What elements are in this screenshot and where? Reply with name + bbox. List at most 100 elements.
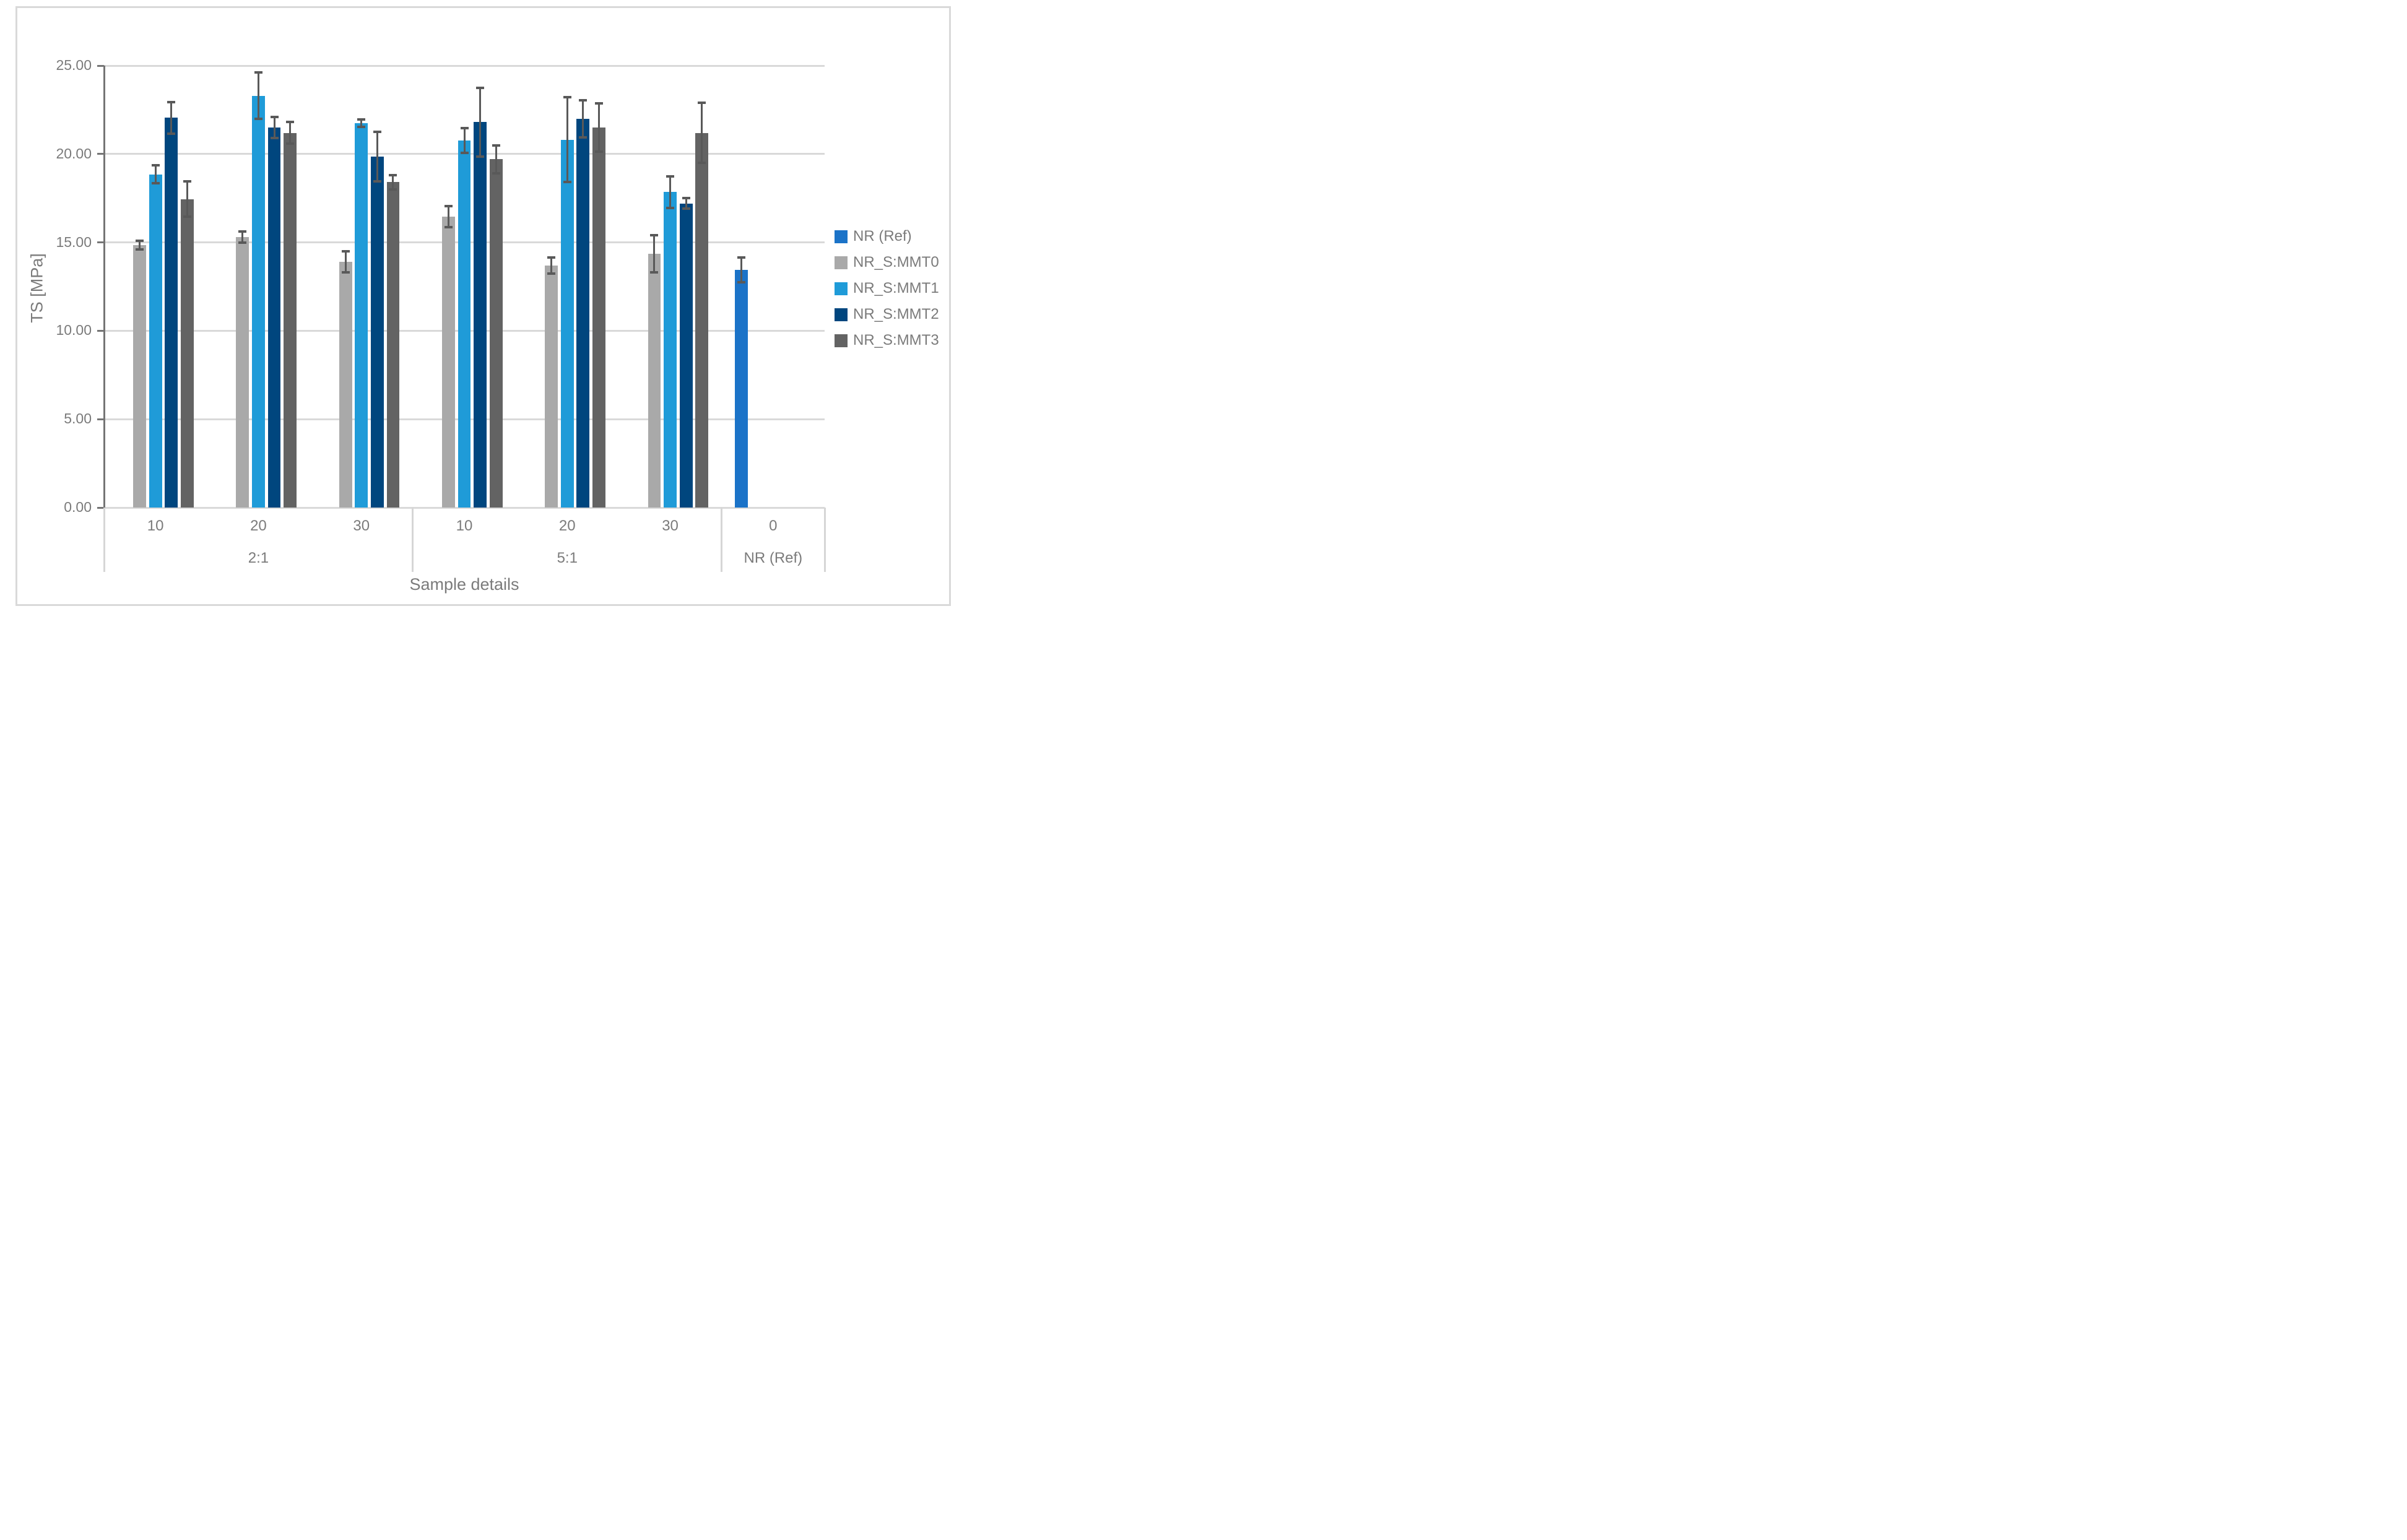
error-bar-2:1-30-NR_S:MMT2 (376, 132, 378, 182)
error-bar-cap-bottom (238, 241, 247, 244)
x-tick-label-loading: 20 (558, 517, 576, 534)
error-bar-cap-top (444, 205, 453, 208)
legend-label: NR_S:MMT1 (853, 280, 939, 296)
bar-2:1-20-NR_S:MMT0 (236, 237, 249, 508)
error-bar-cap-top (476, 86, 485, 89)
error-bar-2:1-20-NR_S:MMT1 (257, 72, 259, 119)
y-tick-label: 20.00 (56, 145, 92, 162)
y-axis-line (103, 66, 105, 509)
error-bar-2:1-10-NR_S:MMT0 (139, 240, 141, 249)
bar-5:1-10-NR_S:MMT0 (442, 217, 455, 508)
x-tick-label-loading: 0 (769, 517, 778, 534)
error-bar-2:1-10-NR_S:MMT1 (154, 165, 157, 183)
legend-item-NR_S:MMT1: NR_S:MMT1 (835, 275, 939, 301)
error-bar-cap-top (183, 180, 191, 183)
error-bar-cap-top (547, 256, 556, 259)
legend-item-NR (Ref): NR (Ref) (835, 223, 939, 249)
error-bar-cap-bottom (389, 188, 397, 191)
bar-5:1-20-NR_S:MMT1 (560, 139, 574, 508)
error-bar-cap-bottom (579, 136, 588, 139)
axis-group-separator (103, 508, 105, 572)
error-bar-cap-bottom (357, 125, 366, 128)
error-bar-5:1-10-NR_S:MMT1 (463, 128, 466, 154)
legend-label: NR_S:MMT2 (853, 306, 939, 322)
error-bar-2:1-20-NR_S:MMT3 (289, 122, 292, 144)
error-bar-5:1-10-NR_S:MMT0 (447, 206, 449, 228)
y-tick-label: 0.00 (64, 499, 92, 515)
error-bar-cap-top (737, 256, 746, 259)
error-bar-cap-bottom (183, 215, 191, 218)
y-tick-25.00 (97, 64, 104, 67)
error-bar-cap-bottom (698, 162, 706, 165)
error-bar-cap-top (594, 102, 603, 105)
y-tick-20.00 (97, 153, 104, 155)
error-bar-cap-bottom (737, 280, 746, 283)
error-bar-cap-top (238, 230, 247, 233)
legend-label: NR (Ref) (853, 228, 912, 244)
error-bar-5:1-10-NR_S:MMT3 (495, 145, 497, 174)
error-bar-5:1-30-NR_S:MMT0 (653, 235, 656, 273)
legend-item-NR_S:MMT3: NR_S:MMT3 (835, 327, 939, 353)
x-group-label: 5:1 (557, 550, 578, 566)
bar-2:1-10-NR_S:MMT3 (180, 199, 194, 508)
bar-2:1-30-NR_S:MMT1 (355, 123, 368, 508)
bar-2:1-10-NR_S:MMT1 (149, 174, 162, 508)
bar-2:1-30-NR_S:MMT2 (370, 157, 384, 508)
error-bar-cap-top (460, 127, 469, 130)
bar-2:1-10-NR_S:MMT0 (133, 244, 146, 508)
error-bar-2:1-30-NR_S:MMT0 (344, 251, 347, 273)
error-bar-cap-top (389, 174, 397, 177)
error-bar-cap-bottom (547, 272, 556, 275)
error-bar-2:1-30-NR_S:MMT3 (392, 175, 394, 189)
error-bar-cap-bottom (341, 271, 350, 274)
error-bar-2:1-20-NR_S:MMT2 (273, 116, 275, 139)
bar-5:1-30-NR_S:MMT3 (695, 132, 709, 508)
legend: NR (Ref) NR_S:MMT0 NR_S:MMT1 NR_S:MMT2 NR_S:… (835, 223, 939, 353)
error-bar-5:1-20-NR_S:MMT1 (566, 97, 568, 183)
bar-2:1-20-NR_S:MMT1 (252, 95, 265, 508)
legend-label: NR_S:MMT0 (853, 254, 939, 270)
error-bar-cap-top (579, 98, 588, 102)
error-bar-cap-bottom (460, 152, 469, 155)
error-bar-cap-top (682, 197, 690, 200)
error-bar-cap-bottom (136, 248, 144, 251)
legend-swatch-icon (835, 282, 848, 295)
y-tick-15.00 (97, 241, 104, 244)
error-bar-5:1-20-NR_S:MMT2 (582, 100, 584, 137)
x-group-label: NR (Ref) (744, 550, 803, 566)
error-bar-cap-bottom (373, 180, 381, 183)
error-bar-5:1-20-NR_S:MMT0 (550, 257, 553, 274)
error-bar-cap-bottom (270, 137, 279, 140)
error-bar-cap-top (286, 121, 295, 124)
y-tick-label: 10.00 (56, 322, 92, 339)
x-tick-label-loading: 30 (662, 517, 679, 534)
error-bar-cap-bottom (666, 206, 675, 209)
legend-swatch-icon (835, 256, 848, 269)
error-bar-cap-top (698, 101, 706, 104)
y-axis-title: TS [MPa] (27, 253, 46, 323)
legend-swatch-icon (835, 230, 848, 243)
x-tick-label-loading: 30 (353, 517, 370, 534)
bar-5:1-20-NR_S:MMT0 (545, 265, 558, 508)
bar-5:1-30-NR_S:MMT1 (664, 192, 677, 508)
error-bar-5:1-20-NR_S:MMT3 (597, 103, 600, 152)
x-tick-label-loading: 10 (147, 517, 164, 534)
error-bar-cap-top (270, 115, 279, 118)
bar-5:1-10-NR_S:MMT3 (489, 159, 503, 508)
error-bar-cap-bottom (594, 150, 603, 153)
bar-5:1-30-NR_S:MMT2 (679, 203, 693, 508)
error-bar-cap-bottom (254, 117, 262, 120)
error-bar-cap-top (373, 131, 381, 134)
y-tick-label: 25.00 (56, 57, 92, 73)
error-bar-cap-bottom (167, 132, 176, 135)
x-tick-label-loading: 20 (250, 517, 267, 534)
error-bar-cap-bottom (682, 207, 690, 210)
error-bar-cap-top (341, 249, 350, 253)
gridline-0.00 (104, 506, 825, 509)
error-bar-cap-bottom (286, 142, 295, 145)
axis-group-separator (823, 508, 826, 572)
error-bar-cap-top (357, 118, 366, 121)
bar-2:1-30-NR_S:MMT3 (386, 182, 400, 508)
error-bar-5:1-30-NR_S:MMT2 (685, 198, 687, 209)
error-bar-cap-bottom (492, 172, 500, 175)
